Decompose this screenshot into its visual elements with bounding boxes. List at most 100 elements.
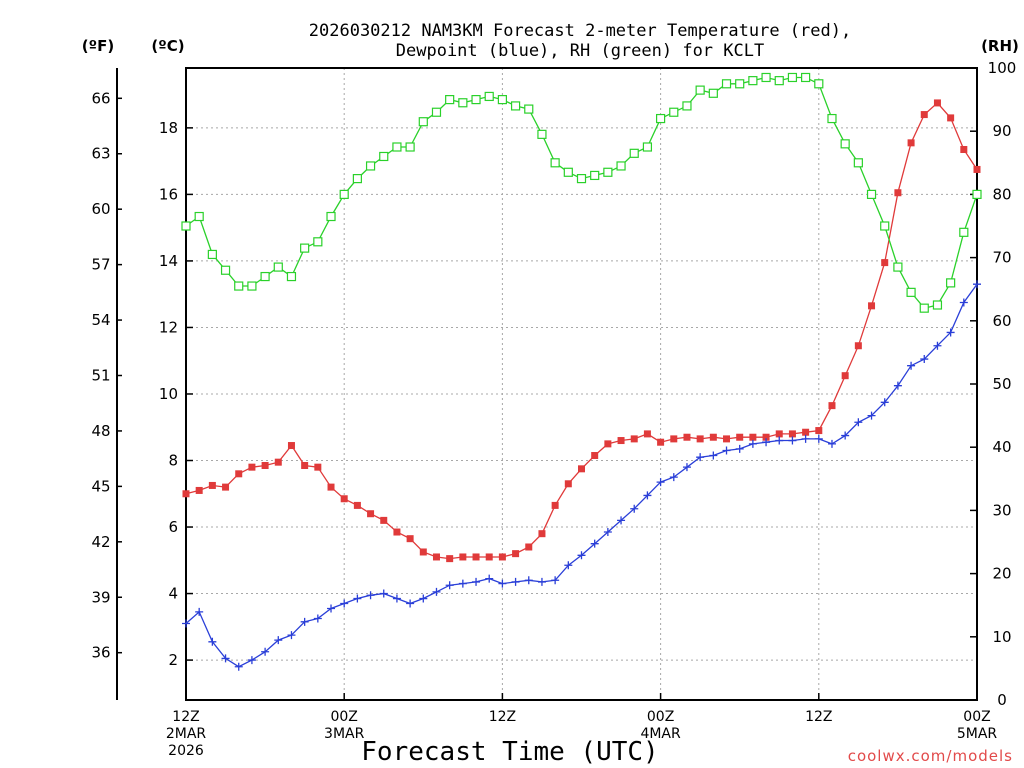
dewpoint-point [893, 381, 902, 390]
dewpoint-point [472, 577, 481, 586]
dewpoint-point [656, 478, 665, 487]
rh-point [972, 189, 982, 199]
rh-axis-ticks: 0 10 20 30 40 50 60 70 80 90 100 [970, 59, 1016, 709]
fahrenheit-tick-label: 54 [91, 311, 110, 329]
rh-point [300, 243, 310, 253]
temperature-point [736, 433, 744, 441]
dewpoint-point [221, 654, 230, 663]
series-line [185, 76, 978, 309]
rh-point [603, 167, 613, 177]
rh-point [207, 249, 217, 260]
rh-point [708, 88, 718, 98]
rh-tick-label: 0 [997, 691, 1007, 709]
rh-point [932, 300, 943, 310]
dewpoint-point [880, 398, 889, 407]
temperature-point [907, 139, 915, 147]
time-tick-label: 12Z [805, 709, 832, 725]
rh-point [616, 161, 626, 171]
temperature-point [208, 481, 216, 489]
rh-point [761, 72, 771, 83]
dewpoint-point [340, 599, 349, 608]
rh-point [827, 113, 837, 124]
temperature-point [274, 458, 282, 466]
temperature-point [248, 463, 256, 471]
rh-point [445, 94, 455, 105]
dewpoint-point [696, 453, 705, 462]
temperature-point [723, 435, 731, 443]
rh-point [787, 72, 798, 83]
dewpoint-point [841, 431, 850, 440]
rh-point [352, 174, 362, 184]
rh-point [431, 107, 442, 117]
dewpoint-point [867, 411, 876, 420]
rh-point [563, 167, 573, 177]
dewpoint-point [208, 637, 217, 646]
rh-point [774, 76, 784, 86]
rh-point [220, 265, 231, 275]
rh-tick-label: 80 [992, 185, 1011, 203]
dewpoint-point [537, 577, 546, 586]
rh-point [339, 189, 349, 199]
rh-point [576, 174, 587, 184]
temperature-point [788, 430, 796, 438]
series-0 [182, 99, 981, 563]
rh-point [458, 98, 468, 108]
dewpoint-point [617, 516, 626, 525]
dewpoint-point [485, 574, 494, 583]
rh-point [721, 79, 732, 89]
rh-point [893, 262, 903, 272]
rh-point [405, 142, 415, 152]
dewpoint-point [379, 589, 388, 598]
temperature-point [868, 302, 876, 310]
series-1 [182, 280, 981, 671]
temperature-point [287, 442, 295, 450]
rh-tick-label: 50 [992, 375, 1011, 393]
dewpoint-point [827, 439, 836, 448]
rh-point [392, 142, 402, 152]
rh-point [313, 237, 323, 247]
dewpoint-point [603, 528, 612, 537]
rh-point [326, 211, 336, 222]
temperature-point [512, 550, 520, 558]
time-tick-label: 5MAR [957, 726, 998, 742]
temperature-point [762, 433, 770, 441]
rh-point [194, 211, 204, 222]
celsius-tick-label: 2 [168, 651, 178, 669]
temperature-point [960, 145, 968, 153]
series-line [185, 283, 978, 668]
dewpoint-point [814, 434, 823, 443]
rh-tick-label: 90 [992, 122, 1011, 140]
rh-tick-label: 30 [992, 501, 1011, 519]
celsius-tick-label: 14 [159, 252, 178, 270]
dewpoint-point [577, 551, 586, 560]
rh-point [814, 79, 824, 89]
temperature-point [472, 553, 480, 561]
series-line [185, 101, 978, 560]
rh-tick-label: 40 [992, 438, 1011, 456]
temperature-point [973, 165, 981, 173]
fahrenheit-tick-label: 45 [91, 477, 110, 495]
temperature-point [538, 530, 546, 538]
rh-point [655, 113, 666, 124]
rh-point [735, 79, 745, 89]
grid-lines [186, 68, 977, 700]
dewpoint-point [735, 444, 744, 453]
temperature-point [222, 483, 230, 491]
celsius-tick-label: 18 [159, 119, 178, 137]
temperature-point [617, 437, 625, 445]
rh-point [286, 271, 297, 282]
dewpoint-point [366, 591, 375, 600]
celsius-tick-label: 8 [168, 452, 178, 470]
temperature-point [604, 440, 612, 448]
rh-point [524, 104, 534, 114]
rh-tick-label: 70 [992, 249, 1011, 267]
dewpoint-point [643, 491, 652, 500]
rh-point [471, 94, 481, 105]
dewpoint-point [564, 561, 573, 570]
fahrenheit-axis-ticks: 36 39 42 45 48 51 54 57 60 63 66 [91, 89, 122, 662]
time-tick-label: 2026 [168, 743, 204, 759]
rh-point [853, 158, 863, 168]
celsius-tick-label: 6 [168, 518, 178, 536]
dewpoint-point [682, 463, 691, 472]
